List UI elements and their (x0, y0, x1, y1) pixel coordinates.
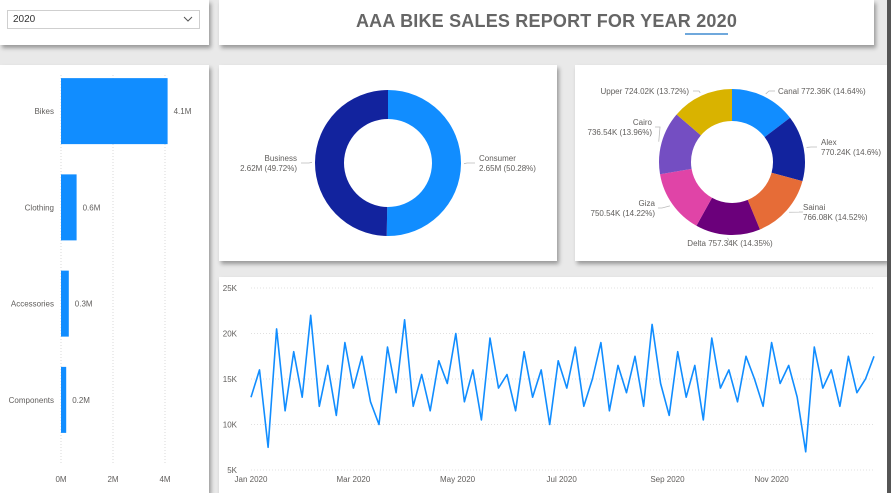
category-bar-chart-card: 0M 2M 4M Bikes 4.1M Clothing 0.6M Accessories 0.… (0, 65, 209, 493)
slice-name: Giza (639, 199, 656, 208)
donut-slice-cairo (659, 114, 701, 175)
bar (61, 366, 67, 433)
slice-name: Consumer (479, 154, 516, 163)
window-edge (887, 0, 891, 493)
leader-line (463, 162, 475, 165)
donut-slice-consumer (386, 90, 462, 237)
y-tick-label: 20K (223, 330, 238, 339)
slice-name: Sainai (803, 203, 825, 212)
x-tick-label: Nov 2020 (754, 475, 789, 484)
slice-value: 736.54K (13.96%) (588, 128, 653, 137)
year-slicer-card: 2020 (0, 0, 209, 45)
x-tick-label: Mar 2020 (337, 475, 371, 484)
report-title: AAA BIKE SALES REPORT FOR YEAR 2020 (355, 11, 738, 31)
category-label: Bikes (34, 107, 54, 116)
slice-name: Cairo (633, 118, 653, 127)
bar-value-label: 0.6M (83, 203, 101, 212)
y-tick-label: 5K (227, 466, 237, 475)
donut-slice-sainai (747, 172, 803, 230)
slice-label: Delta 757.34K (14.35%) (687, 239, 773, 248)
slice-name: Upper (600, 87, 622, 96)
chevron-down-icon[interactable] (183, 14, 193, 24)
y-tick-label: 15K (223, 375, 238, 384)
year-dropdown[interactable]: 2020 (7, 10, 200, 29)
leader-line (693, 90, 701, 94)
x-tick-label: May 2020 (440, 475, 476, 484)
slice-label: Upper 724.02K (13.72%) (600, 87, 689, 96)
leader-line (727, 237, 731, 244)
category-label: Accessories (11, 300, 54, 309)
region-donut-card: Canal 772.36K (14.64%) Alex 770.24K (14.6%… (575, 65, 887, 261)
bar-value-label: 0.2M (72, 396, 90, 405)
bar-value-label: 4.1M (174, 107, 192, 116)
slice-value: 2.65M (50.28%) (479, 164, 536, 173)
slice-name: Delta (687, 239, 706, 248)
bar-value-label: 0.3M (75, 300, 93, 309)
bar (61, 270, 69, 337)
daily-sales-line-chart-card: 25K 20K 15K 10K 5K Jan 2020 Mar 2020 May 2020 Ju… (219, 277, 887, 493)
leader-line (765, 90, 775, 95)
category-label: Components (9, 396, 54, 405)
donut-slice-giza (660, 168, 713, 226)
donut-slice-business (315, 90, 388, 236)
donut-slice-delta (696, 197, 760, 235)
y-tick-label: 25K (223, 284, 238, 293)
bar (61, 78, 168, 145)
leader-line (658, 205, 671, 209)
slice-value: 724.02K (13.72%) (622, 87, 689, 96)
slice-value: 757.34K (14.35%) (706, 239, 773, 248)
leader-line (301, 161, 313, 164)
sales-series-line (250, 314, 875, 453)
slice-value: 2.62M (49.72%) (240, 164, 297, 173)
bar (61, 174, 77, 241)
donut-slice-alex (764, 117, 805, 182)
category-bar-chart[interactable]: 0M 2M 4M Bikes 4.1M Clothing 0.6M Accessories 0.… (0, 65, 209, 493)
x-tick-label: Jan 2020 (235, 475, 268, 484)
slice-value: 770.24K (14.6%) (821, 148, 881, 157)
leader-line (655, 126, 661, 142)
slice-name: Alex (821, 138, 837, 147)
slice-name: Canal (778, 87, 799, 96)
slice-value: 772.36K (14.64%) (799, 87, 866, 96)
segment-donut-card: Consumer 2.65M (50.28%) Business 2.62M (49.… (219, 65, 557, 261)
title-card: AAA BIKE SALES REPORT FOR YEAR 2020 (219, 0, 874, 45)
slice-value: 766.08K (14.52%) (803, 213, 868, 222)
slice-value: 750.54K (14.22%) (591, 209, 656, 218)
donut-slice-upper (676, 89, 732, 136)
year-dropdown-value: 2020 (13, 14, 36, 25)
x-tick-label: Sep 2020 (650, 475, 685, 484)
x-tick-label: Jul 2020 (547, 475, 578, 484)
x-tick-label: 0M (55, 475, 66, 484)
category-label: Clothing (25, 203, 54, 212)
slice-name: Business (265, 154, 297, 163)
x-tick-label: 2M (107, 475, 118, 484)
x-tick-label: 4M (159, 475, 170, 484)
y-tick-label: 10K (223, 421, 238, 430)
title-underline (685, 33, 728, 35)
slice-label: Canal 772.36K (14.64%) (778, 87, 866, 96)
donut-slice-canal (732, 89, 791, 138)
